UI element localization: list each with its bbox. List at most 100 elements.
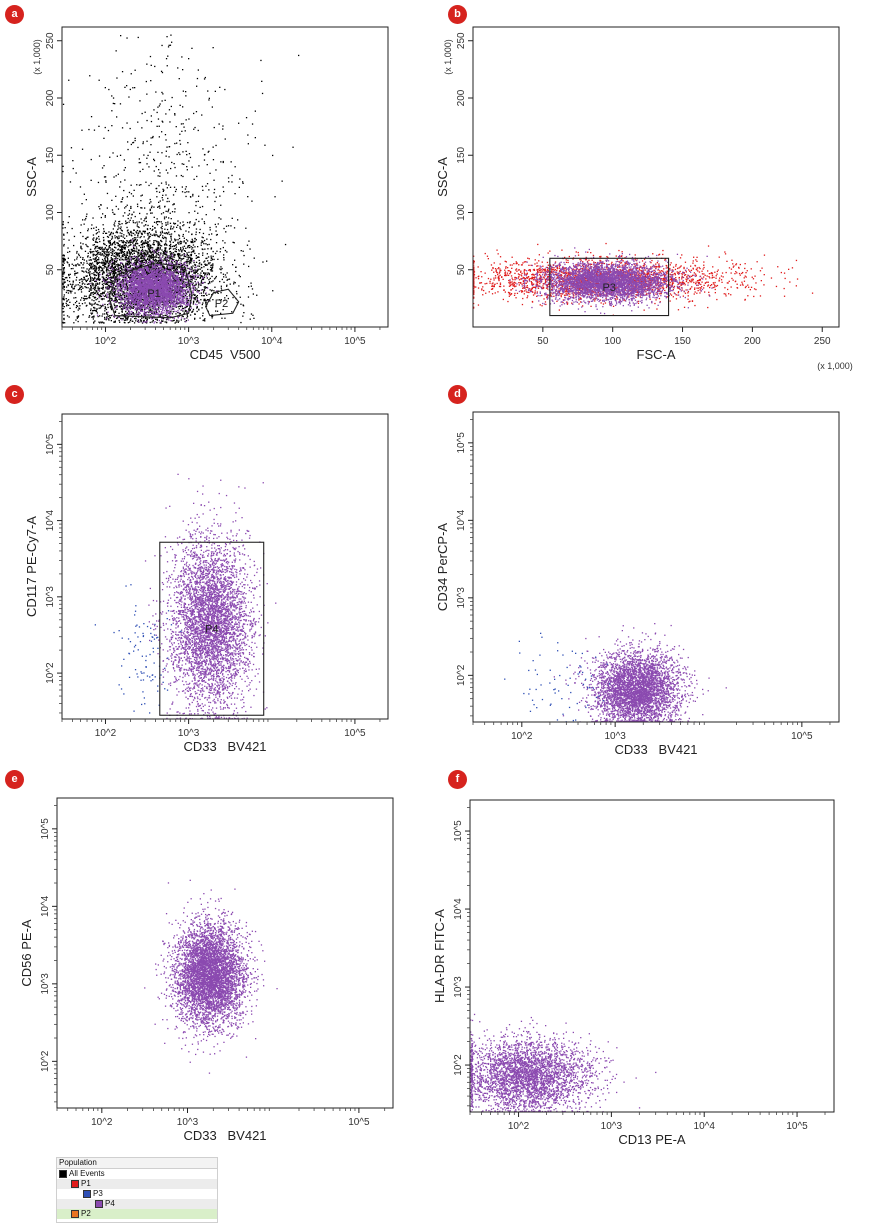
- x-tick-label: 10^2: [95, 336, 117, 347]
- scatter-plot-d: 10^2 10^3 10^5 10^2 10^3 10^4 10^5 CD33 BV421 CD…: [435, 411, 840, 757]
- y-tick-label: 150: [456, 146, 467, 163]
- scatter-plot-f: 10^2 10^3 10^4 10^5 10^2 10^3 10^4 10^5 CD13 PE-…: [432, 799, 835, 1147]
- x-axis-label: FSC-A: [637, 347, 676, 362]
- population-p1: [89, 239, 218, 324]
- x-scale-note: (x 1,000): [817, 361, 853, 371]
- y-tick-label: 10^3: [453, 976, 464, 998]
- legend-item-p3[interactable]: P3: [57, 1189, 217, 1199]
- x-tick-label: 10^3: [178, 336, 200, 347]
- panel-label-c: c: [5, 385, 24, 404]
- panel-label-f: f: [448, 770, 467, 789]
- gate-label-p1: P1: [147, 288, 160, 300]
- x-tick-label: 10^2: [511, 731, 533, 742]
- gate-label-p2: P2: [215, 298, 228, 310]
- plot-frame: [61, 413, 389, 720]
- y-tick-label: 10^2: [40, 1050, 51, 1072]
- gate-p3[interactable]: [549, 257, 670, 317]
- x-axis-label: CD45 V500: [190, 347, 261, 362]
- x-tick-label: 10^5: [344, 336, 366, 347]
- panel-label-a: a: [5, 5, 24, 24]
- population-p3: [94, 584, 182, 714]
- scatter-plot-a: P1 P2 10^2 10^3 10^4 10^5 50 100 150 200 250 CD45 V…: [24, 26, 389, 362]
- panel-d: d 10^2 10^3 10^5 10^2 10^3 10^4 10^5 CD33 BV421 C…: [430, 382, 879, 767]
- y-scale-note: (x 1,000): [32, 39, 42, 75]
- y-tick-label: 100: [456, 204, 467, 221]
- x-axis-label: CD33 BV421: [183, 1128, 266, 1143]
- x-tick-label: 10^5: [786, 1121, 808, 1132]
- population-p3: [509, 247, 713, 315]
- population-p4: [144, 473, 277, 719]
- y-axis-label: CD117 PE-Cy7-A: [24, 516, 39, 617]
- x-tick-label: 10^4: [261, 336, 283, 347]
- x-tick-label: 10^2: [95, 728, 117, 739]
- x-tick-label: 200: [744, 336, 761, 347]
- y-tick-label: 250: [456, 32, 467, 49]
- x-tick-label: 10^3: [601, 1121, 623, 1132]
- x-axis-label: CD33 BV421: [183, 739, 266, 754]
- y-axis-label: HLA-DR FITC-A: [432, 909, 447, 1003]
- swatch-all-events: [59, 1170, 67, 1178]
- x-tick-label: 10^2: [91, 1117, 113, 1128]
- legend-title: Population: [57, 1158, 217, 1169]
- y-tick-label: 10^5: [456, 432, 467, 454]
- y-tick-label: 10^4: [40, 895, 51, 917]
- x-tick-label: 10^3: [604, 731, 626, 742]
- scatter-plot-e: 10^2 10^3 10^5 10^2 10^3 10^4 10^5 CD33 BV421 CD…: [19, 797, 394, 1143]
- gate-p2[interactable]: [204, 288, 240, 317]
- legend-item-all-events[interactable]: All Events: [57, 1169, 217, 1179]
- legend-item-p2[interactable]: P2: [57, 1209, 217, 1219]
- legend-label: P3: [93, 1189, 103, 1199]
- y-tick-label: 10^3: [456, 587, 467, 609]
- x-tick-label: 10^2: [508, 1121, 530, 1132]
- legend-item-p1[interactable]: P1: [57, 1179, 217, 1189]
- panel-label-d: d: [448, 385, 467, 404]
- population-legend: Population All Events P1 P3 P4 P2: [56, 1157, 218, 1223]
- y-tick-label: 10^5: [45, 433, 56, 455]
- y-tick-label: 200: [45, 89, 56, 106]
- gate-label-p4: P4: [205, 624, 218, 636]
- y-tick-label: 10^2: [456, 664, 467, 686]
- x-tick-label: 10^3: [177, 1117, 199, 1128]
- plot-frame: [61, 26, 389, 328]
- swatch-p2: [71, 1210, 79, 1218]
- x-tick-label: 10^5: [344, 728, 366, 739]
- x-tick-label: 100: [604, 336, 621, 347]
- y-tick-label: 50: [456, 264, 467, 276]
- y-tick-label: 10^5: [453, 820, 464, 842]
- y-tick-label: 10^5: [40, 818, 51, 840]
- y-tick-label: 10^2: [45, 662, 56, 684]
- population-p4: [470, 1013, 657, 1112]
- y-tick-label: 10^4: [456, 509, 467, 531]
- population-all-events-sparse: [62, 34, 300, 324]
- population-p4: [144, 879, 278, 1074]
- legend-label: P2: [81, 1209, 91, 1219]
- y-axis-label: CD34 PerCP-A: [435, 523, 450, 611]
- panel-f: f 10^2 10^3 10^4 10^5 10^2 10^3 10^4 10^5 CD13 PE…: [430, 768, 879, 1153]
- y-tick-label: 10^3: [40, 973, 51, 995]
- panel-a: a P1 P2 10^2 10^3 10^4 10^5 50 100 150 200 250 CD45 …: [0, 0, 420, 380]
- y-tick-label: 100: [45, 204, 56, 221]
- y-tick-label: 50: [45, 264, 56, 276]
- y-axis-label: CD56 PE-A: [19, 919, 34, 987]
- scatter-plot-b: P3 50 100 150 200 250 50 100 150 200 250 FSC-A SSC-A…: [435, 26, 853, 371]
- y-tick-label: 150: [45, 146, 56, 163]
- legend-label: All Events: [69, 1169, 105, 1179]
- y-tick-label: 10^2: [453, 1054, 464, 1076]
- y-tick-label: 10^4: [45, 509, 56, 531]
- panel-label-e: e: [5, 770, 24, 789]
- x-axis-label: CD13 PE-A: [618, 1132, 686, 1147]
- x-axis-label: CD33 BV421: [614, 742, 697, 757]
- y-tick-label: 200: [456, 89, 467, 106]
- x-tick-label: 10^5: [348, 1117, 370, 1128]
- swatch-p4: [95, 1200, 103, 1208]
- gate-p4[interactable]: [159, 541, 265, 716]
- gate-p1[interactable]: [108, 262, 193, 319]
- plot-frame: [472, 26, 840, 328]
- legend-item-p4[interactable]: P4: [57, 1199, 217, 1209]
- x-tick-label: 10^3: [178, 728, 200, 739]
- y-axis-label: SSC-A: [24, 157, 39, 197]
- y-tick-label: 250: [45, 32, 56, 49]
- legend-label: P1: [81, 1179, 91, 1189]
- panel-e: e 10^2 10^3 10^5 10^2 10^3 10^4 10^5 CD33 BV421 C…: [0, 768, 420, 1153]
- population-p3: [504, 632, 611, 722]
